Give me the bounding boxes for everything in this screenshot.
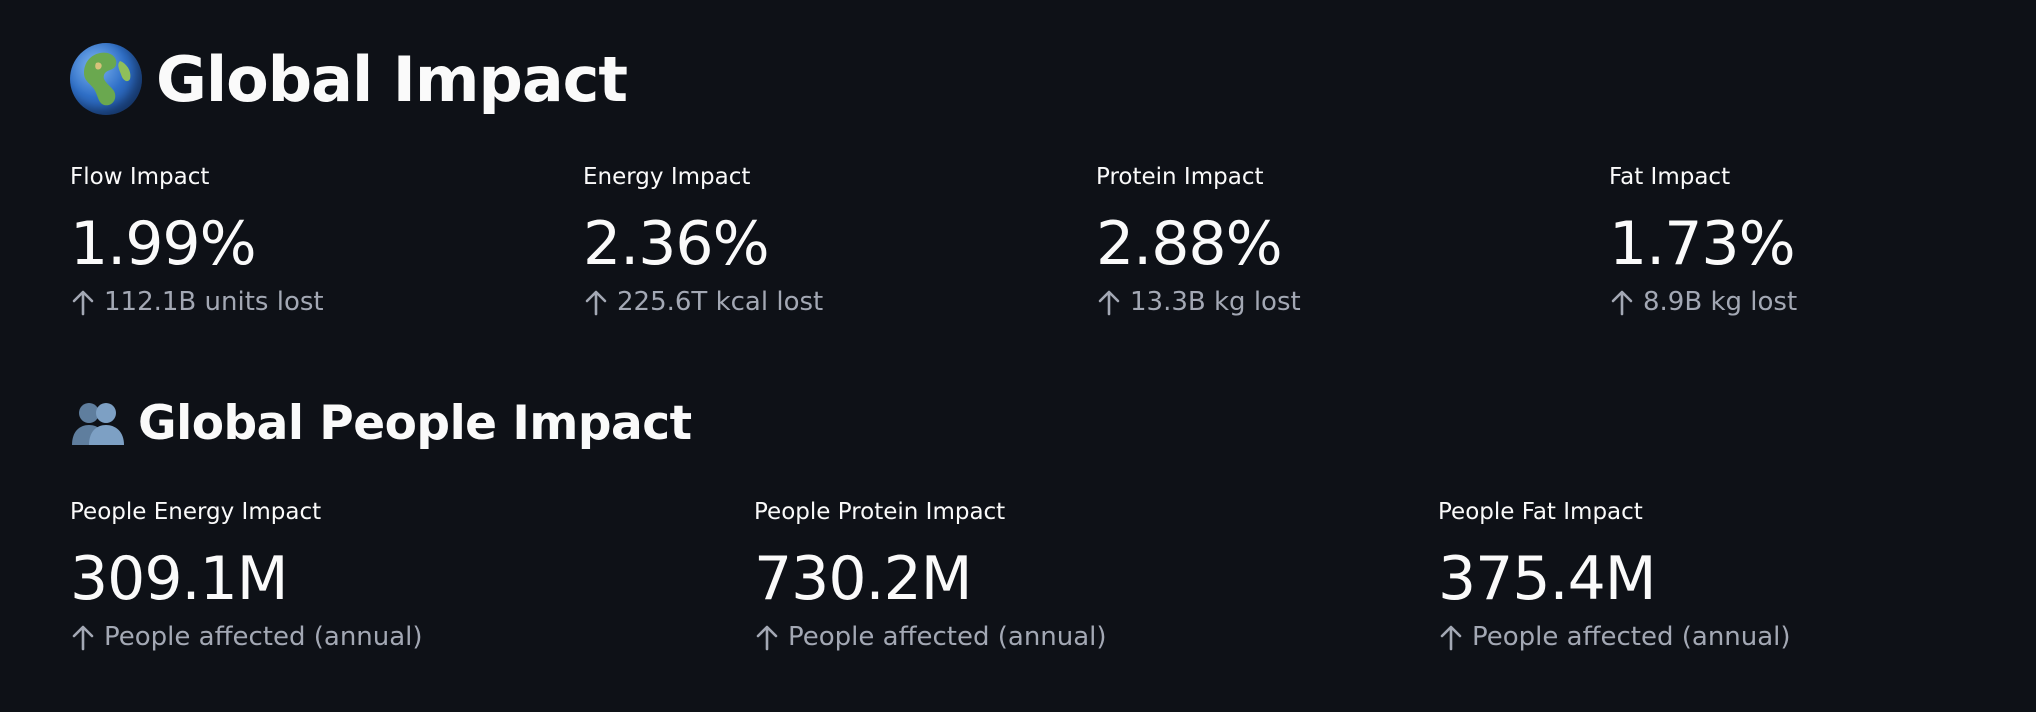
- people-impact-title: Global People Impact: [138, 395, 692, 451]
- metric-label: People Energy Impact: [70, 499, 322, 525]
- metric-label: Protein Impact: [1096, 164, 1264, 190]
- metric-delta-text: 13.3B kg lost: [1130, 287, 1301, 317]
- metric-label: People Protein Impact: [754, 499, 1006, 525]
- global-impact-title: Global Impact: [156, 42, 628, 116]
- arrow-up-icon: [1096, 287, 1122, 317]
- people-impact-heading: Global People Impact: [70, 392, 692, 454]
- metric-protein-impact: Protein Impact 2.88% 13.3B kg lost: [1096, 162, 1576, 320]
- metric-people-energy-impact: People Energy Impact 309.1M People affec…: [70, 497, 690, 655]
- metric-label: Flow Impact: [70, 164, 210, 190]
- metric-label: People Fat Impact: [1438, 499, 1643, 525]
- metric-value: 2.36%: [583, 209, 770, 279]
- metric-label: Fat Impact: [1609, 164, 1731, 190]
- metric-delta: People affected (annual): [1438, 619, 2028, 655]
- metric-delta-text: People affected (annual): [1472, 622, 1791, 652]
- metric-value: 309.1M: [70, 544, 289, 614]
- metric-fat-impact: Fat Impact 1.73% 8.9B kg lost: [1609, 162, 2029, 320]
- metric-value: 1.99%: [70, 209, 257, 279]
- arrow-up-icon: [754, 622, 780, 652]
- metric-value: 1.73%: [1609, 209, 1796, 279]
- metric-people-protein-impact: People Protein Impact 730.2M People affe…: [754, 497, 1374, 655]
- metric-delta: 225.6T kcal lost: [583, 284, 1063, 320]
- metric-delta-text: 112.1B units lost: [104, 287, 324, 317]
- metric-value: 730.2M: [754, 544, 973, 614]
- metric-delta-text: 8.9B kg lost: [1643, 287, 1798, 317]
- globe-icon: [70, 43, 142, 115]
- metric-label: Energy Impact: [583, 164, 751, 190]
- arrow-up-icon: [1438, 622, 1464, 652]
- metric-delta: People affected (annual): [70, 619, 690, 655]
- metric-flow-impact: Flow Impact 1.99% 112.1B units lost: [70, 162, 550, 320]
- metric-delta-text: People affected (annual): [104, 622, 423, 652]
- arrow-up-icon: [70, 287, 96, 317]
- metric-delta-text: People affected (annual): [788, 622, 1107, 652]
- people-icon: [70, 399, 126, 447]
- metric-delta-text: 225.6T kcal lost: [617, 287, 824, 317]
- arrow-up-icon: [583, 287, 609, 317]
- metric-energy-impact: Energy Impact 2.36% 225.6T kcal lost: [583, 162, 1063, 320]
- metric-delta: 8.9B kg lost: [1609, 284, 2029, 320]
- global-impact-heading: Global Impact: [70, 38, 628, 120]
- arrow-up-icon: [1609, 287, 1635, 317]
- metric-value: 375.4M: [1438, 544, 1657, 614]
- metric-value: 2.88%: [1096, 209, 1283, 279]
- arrow-up-icon: [70, 622, 96, 652]
- metric-delta: 112.1B units lost: [70, 284, 550, 320]
- metric-people-fat-impact: People Fat Impact 375.4M People affected…: [1438, 497, 2028, 655]
- metric-delta: 13.3B kg lost: [1096, 284, 1576, 320]
- metric-delta: People affected (annual): [754, 619, 1374, 655]
